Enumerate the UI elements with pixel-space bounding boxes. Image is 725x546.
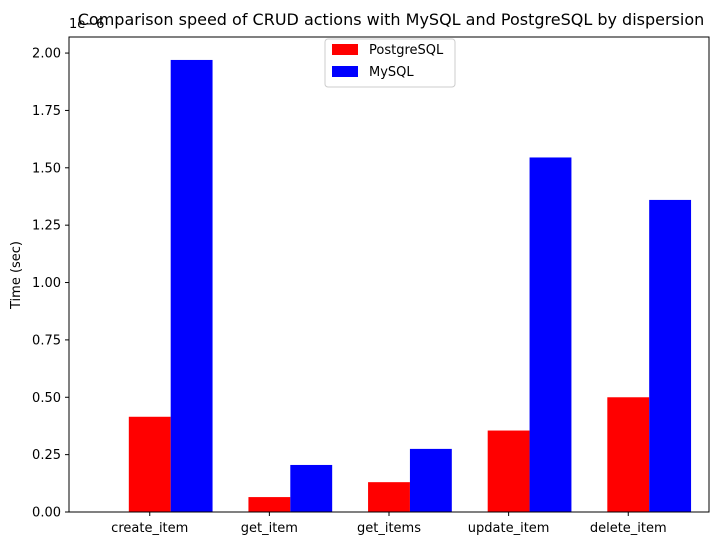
bar-mysql-create-item [170,59,213,512]
legend-swatch-mysql [332,66,358,77]
x-tick-label: create_item [111,521,188,536]
bars-group [128,59,692,512]
bar-mysql-get-items [409,448,452,512]
plot-frame [68,36,710,513]
legend: PostgreSQL MySQL [324,38,456,88]
bar-postgresql-get-item [248,497,291,512]
bar-mysql-delete-item [649,199,692,512]
x-axis-ticks: create_item get_item get_items update_item d… [111,512,667,536]
y-tick-label: 1.50 [32,161,61,176]
x-tick-label: get_items [357,521,421,536]
y-tick-label: 0.50 [32,391,61,406]
y-offset-text: 1e−6 [69,17,104,32]
y-tick-label: 0.75 [32,333,61,348]
legend-label-postgresql: PostgreSQL [369,43,444,58]
bar-postgresql-delete-item [607,397,650,512]
bar-mysql-get-item [290,464,333,512]
x-tick-label: delete_item [590,521,667,536]
x-tick-label: update_item [468,521,550,536]
bar-postgresql-get-items [368,482,410,512]
legend-label-mysql: MySQL [369,65,414,80]
y-tick-label: 0.00 [32,506,61,521]
y-tick-label: 0.25 [32,448,61,463]
y-tick-label: 1.00 [32,276,61,291]
y-axis-label: Time (sec) [9,241,24,310]
bar-postgresql-update-item [487,430,530,512]
y-tick-label: 2.00 [32,47,61,62]
legend-swatch-postgresql [332,44,358,55]
chart-title: Comparison speed of CRUD actions with My… [78,10,705,29]
bar-mysql-update-item [529,157,572,512]
x-tick-label: get_item [241,521,298,536]
y-tick-label: 1.75 [32,104,61,119]
y-axis-ticks: 0.00 0.25 0.50 0.75 1.00 1.25 1.50 1.75 2.00 [32,47,69,521]
bar-postgresql-create-item [128,416,171,512]
y-tick-label: 1.25 [32,219,61,234]
